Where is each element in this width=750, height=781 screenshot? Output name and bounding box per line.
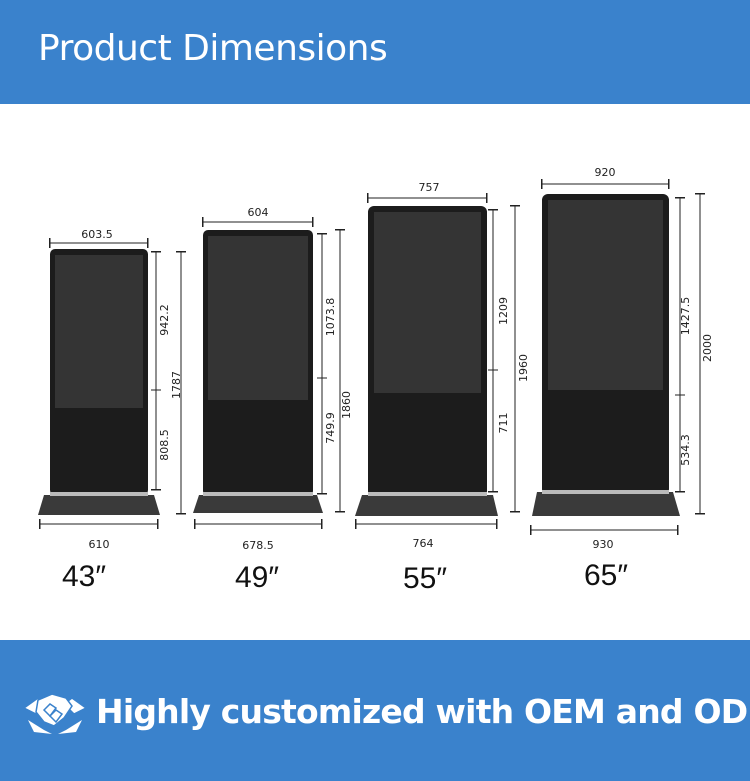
kiosk-base xyxy=(532,492,680,516)
base-width-label: 610 xyxy=(89,538,110,551)
screen-width-label: 603.5 xyxy=(81,228,113,241)
model-size-label: 65″ xyxy=(584,559,628,592)
lower-height-label: 711 xyxy=(497,413,510,434)
base-width-label: 678.5 xyxy=(242,539,274,552)
total-height-label: 1860 xyxy=(340,391,353,419)
footer-tagline: Highly customized with OEM and ODM xyxy=(96,692,750,731)
lower-height-label: 534.3 xyxy=(679,434,692,466)
kiosk-screen xyxy=(55,255,143,408)
kiosk-base xyxy=(193,495,323,513)
screen-height-label: 1427.5 xyxy=(679,297,692,336)
dimensions-diagram: 603.5 610 942.2 808.5 1787 43″ 604 678.5… xyxy=(38,166,714,595)
kiosk-55: 757 764 1209 711 1960 55″ xyxy=(355,181,530,595)
kiosk-base xyxy=(355,495,498,516)
model-size-label: 43″ xyxy=(62,560,106,593)
lower-height-label: 749.9 xyxy=(324,412,337,444)
base-width-label: 764 xyxy=(413,537,434,550)
base-width-label: 930 xyxy=(593,538,614,551)
kiosk-screen xyxy=(374,212,481,393)
kiosk-65: 920 930 1427.5 534.3 2000 65″ xyxy=(530,166,714,592)
kiosk-base xyxy=(38,495,160,515)
screen-height-label: 1073.8 xyxy=(324,298,337,337)
total-height-label: 1960 xyxy=(517,354,530,382)
model-size-label: 49″ xyxy=(235,561,279,594)
kiosk-43: 603.5 610 942.2 808.5 1787 43″ xyxy=(38,228,186,593)
screen-width-label: 604 xyxy=(248,206,269,219)
kiosk-49: 604 678.5 1073.8 749.9 1860 49″ xyxy=(193,206,353,594)
header-banner: Product Dimensions xyxy=(0,0,750,104)
screen-width-label: 920 xyxy=(595,166,616,179)
page-title: Product Dimensions xyxy=(38,28,388,69)
total-height-label: 2000 xyxy=(701,334,714,362)
lower-height-label: 808.5 xyxy=(158,429,171,461)
kiosk-screen xyxy=(548,200,663,390)
model-size-label: 55″ xyxy=(403,562,447,595)
screen-width-label: 757 xyxy=(419,181,440,194)
kiosk-screen xyxy=(208,236,308,400)
handshake-icon xyxy=(22,693,88,734)
screen-height-label: 942.2 xyxy=(158,304,171,336)
footer-banner xyxy=(0,640,750,781)
total-height-label: 1787 xyxy=(170,371,183,399)
screen-height-label: 1209 xyxy=(497,297,510,325)
